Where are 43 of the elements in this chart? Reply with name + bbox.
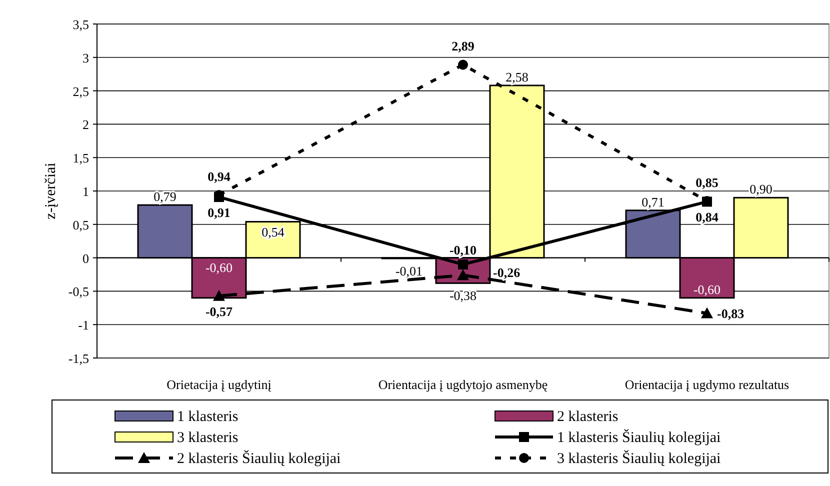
data-label: 0,94	[208, 169, 231, 184]
data-label: -0,60	[693, 282, 721, 297]
point	[457, 269, 469, 280]
data-label: 0,84	[696, 210, 719, 225]
legend-label: 1 klasteris Šiaulių kolegijai	[557, 429, 721, 446]
point	[458, 60, 468, 70]
point	[458, 259, 468, 270]
y-tick-label: -0,5	[68, 284, 89, 300]
legend-label: 3 klasteris	[177, 430, 238, 446]
legend-label: 2 klasteris	[557, 409, 618, 425]
y-tick-label: -1	[78, 318, 89, 333]
y-tick-label: 0,5	[72, 217, 89, 232]
data-label: -0,38	[449, 288, 477, 304]
y-tick-label: 3	[82, 50, 89, 66]
data-label: 0,54	[262, 224, 285, 240]
data-label: 2,89	[452, 38, 475, 54]
y-tick-label: 1	[82, 184, 89, 199]
data-label: 0,71	[642, 194, 664, 210]
point	[213, 290, 225, 301]
legend-label: 3 klasteris Šiaulių kolegijai	[557, 450, 721, 467]
data-label: -0,57	[205, 304, 234, 319]
y-tick-label: 2	[82, 117, 89, 132]
y-tick-label: 2,5	[72, 84, 89, 99]
data-label: -0,26	[493, 265, 521, 280]
y-tick-label: 3,5	[72, 17, 89, 32]
data-label: -0,60	[205, 260, 233, 275]
data-label: 0,85	[696, 175, 719, 190]
y-axis-title: z-įverčiai	[43, 162, 59, 220]
data-label: -0,01	[395, 263, 423, 278]
point	[701, 307, 713, 318]
x-tick-label: Orientacija į ugdytojo asmenybę	[378, 377, 548, 392]
x-tick-label: Orietacija į ugdytinį	[166, 377, 272, 392]
legend-label: 1 klasteris	[177, 409, 238, 425]
x-tick-label: Orientacija į ugdymo rezultatus	[624, 377, 790, 392]
y-tick-label: -1,5	[68, 351, 89, 366]
data-label: 0,79	[154, 189, 176, 204]
data-label: -0,10	[449, 242, 477, 258]
y-tick-label: 1,5	[72, 150, 89, 166]
data-label: 0,91	[208, 205, 230, 220]
data-label: -0,83	[717, 306, 745, 322]
legend-label: 2 klasteris Šiaulių kolegijai	[177, 450, 341, 467]
y-tick-label: 0	[82, 250, 89, 266]
data-label: 2,58	[506, 69, 528, 84]
